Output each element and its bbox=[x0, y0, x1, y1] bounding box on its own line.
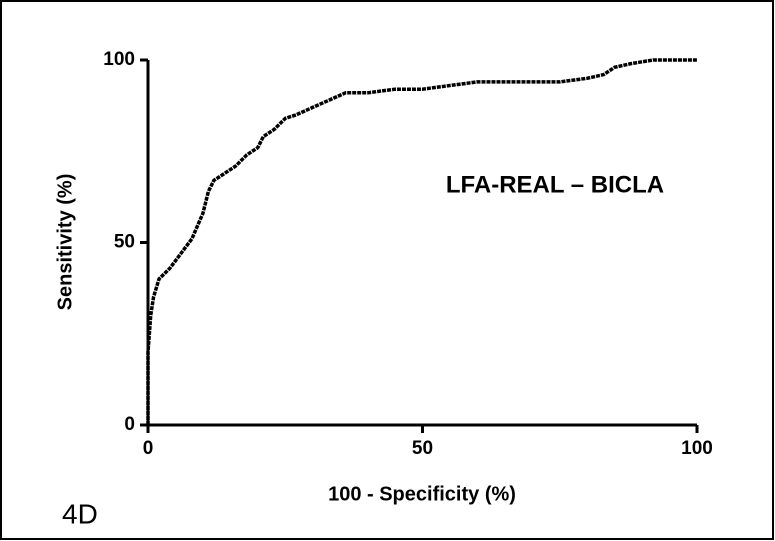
y-tick-label: 0 bbox=[124, 414, 135, 435]
panel-label: 4D bbox=[62, 498, 98, 529]
x-tick-label: 0 bbox=[143, 438, 154, 459]
x-axis-label: 100 - Specificity (%) bbox=[328, 483, 516, 505]
x-tick-label: 50 bbox=[412, 438, 433, 459]
y-tick-label: 50 bbox=[114, 232, 135, 253]
annotation: LFA-REAL – BICLA bbox=[446, 171, 664, 198]
x-tick-label: 100 bbox=[681, 438, 713, 459]
y-tick-label: 100 bbox=[103, 49, 135, 70]
roc-curve bbox=[146, 58, 697, 425]
y-axis-label: Sensitivity (%) bbox=[54, 174, 76, 311]
